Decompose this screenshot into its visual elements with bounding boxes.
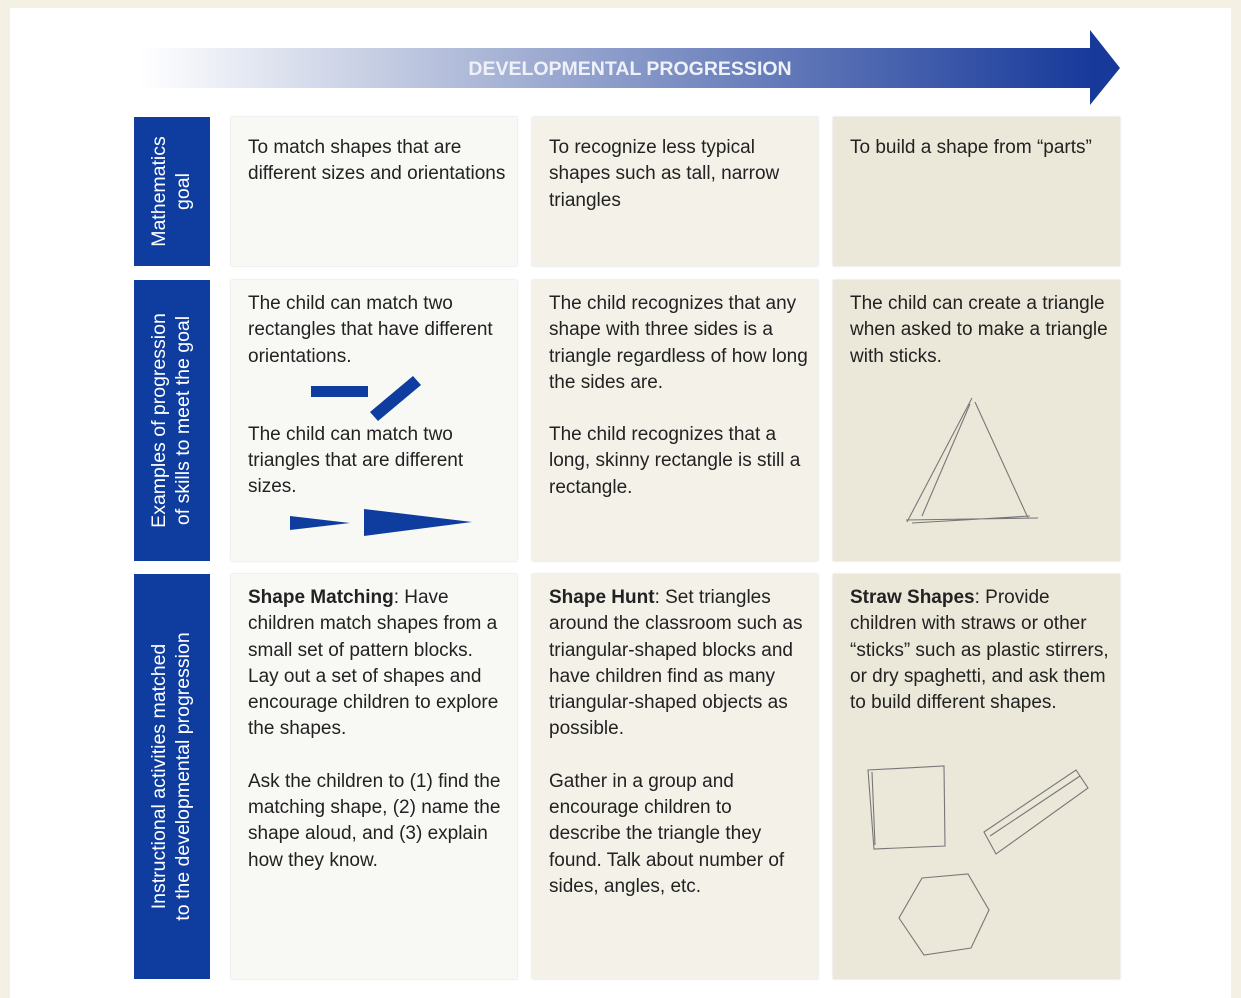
paragraph: Straw Shapes: Provide children with stra… (850, 585, 1110, 716)
cell: To recognize less typical shapes such as… (532, 117, 818, 266)
paragraph: Shape Matching: Have children match shap… (248, 585, 507, 743)
paragraph: The child recognizes that any shape with… (549, 293, 808, 393)
paragraph: The child can match two triangles that a… (248, 423, 464, 498)
cell: The child can match two rectangles that … (231, 280, 517, 561)
paragraph: Ask the children to (1) find the matchin… (248, 770, 501, 871)
paragraph: The child can create a triangle when ask… (850, 293, 1108, 367)
cell: To match shapes that are different sizes… (231, 117, 517, 266)
paragraph: To match shapes that are different sizes… (248, 137, 506, 185)
cell: Shape Hunt: Set triangles around the cla… (532, 574, 818, 979)
paragraph: Shape Hunt: Set triangles around the cla… (549, 585, 808, 743)
activity-text: : Set triangles around the classroom suc… (549, 587, 803, 740)
paragraph: To recognize less typical shapes such as… (549, 137, 780, 211)
cell: The child can create a triangle when ask… (833, 280, 1120, 561)
activity-name: Shape Hunt (549, 587, 655, 608)
cell: To build a shape from “parts” (833, 117, 1120, 266)
cell: Shape Matching: Have children match shap… (231, 574, 517, 979)
activity-name: Straw Shapes (850, 587, 975, 608)
cell: The child recognizes that any shape with… (532, 280, 818, 561)
paragraph: To build a shape from “parts” (850, 137, 1092, 158)
paragraph: The child recognizes that a long, skinny… (549, 424, 801, 498)
activity-text: : Provide children with straws or other … (850, 587, 1109, 714)
activity-text: : Have children match shapes from a smal… (248, 587, 499, 740)
paragraph: The child can match two rectangles that … (248, 293, 493, 367)
cell: Straw Shapes: Provide children with stra… (833, 574, 1120, 979)
paragraph: Gather in a group and encourage children… (549, 770, 785, 897)
activity-name: Shape Matching (248, 587, 394, 608)
